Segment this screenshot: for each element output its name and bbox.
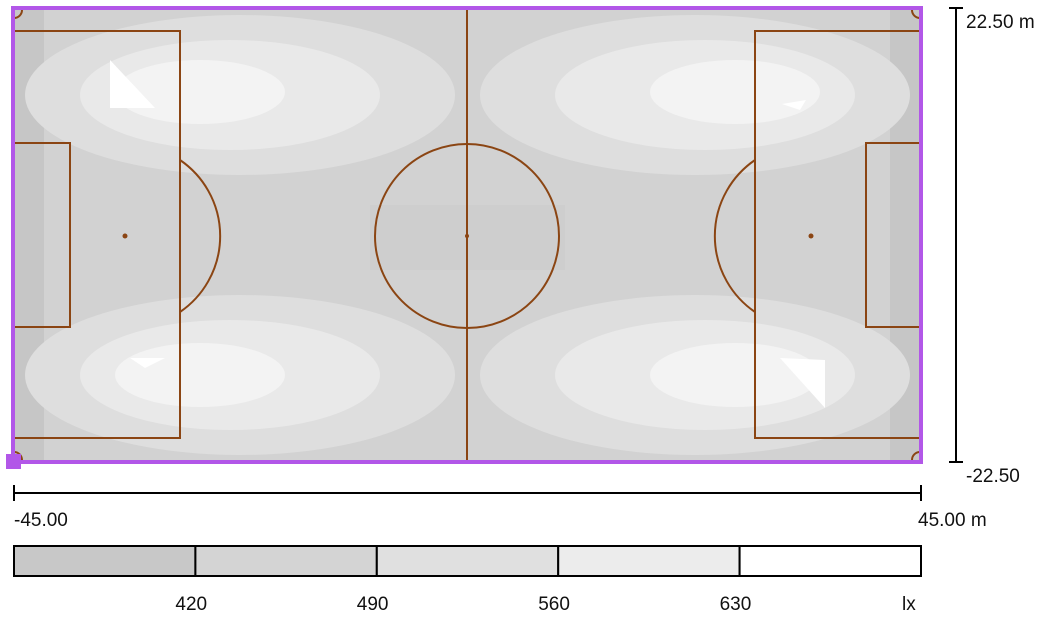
legend-tick-label: 560 bbox=[538, 594, 570, 615]
legend-band bbox=[13, 545, 197, 577]
contour-peak-bl bbox=[130, 358, 165, 368]
y-axis-top-label: 22.50 m bbox=[966, 12, 1035, 33]
x-dimension-axis bbox=[13, 485, 922, 501]
penalty-spot-left bbox=[122, 233, 128, 239]
legend-band bbox=[375, 545, 560, 577]
contour-peak-tr bbox=[782, 100, 806, 110]
penalty-arc-left bbox=[179, 159, 222, 313]
legend-bar bbox=[13, 545, 922, 577]
contour-tl-bright bbox=[115, 60, 285, 124]
contour-tr-bright bbox=[650, 60, 820, 124]
x-axis-right-label: 45.00 m bbox=[918, 510, 987, 531]
legend-band bbox=[738, 545, 922, 577]
center-circle bbox=[374, 143, 560, 329]
contour-peak-tl bbox=[110, 60, 155, 108]
x-axis-left-label: -45.00 bbox=[14, 510, 68, 531]
legend-unit-label: lx bbox=[902, 594, 916, 615]
y-axis-bottom-label: -22.50 bbox=[966, 466, 1020, 487]
legend-band bbox=[194, 545, 378, 577]
contour-bl-bright bbox=[115, 343, 285, 407]
legend-tick-label: 420 bbox=[175, 594, 208, 615]
contour-br-bright bbox=[650, 343, 820, 407]
center-spot bbox=[465, 234, 469, 238]
penalty-arc-right bbox=[713, 159, 756, 313]
origin-marker bbox=[6, 454, 21, 469]
legend-bar-border bbox=[13, 545, 922, 577]
legend-tick-label: 630 bbox=[719, 594, 752, 615]
pitch-spots bbox=[122, 233, 814, 239]
penalty-spot-right bbox=[808, 233, 814, 239]
y-dimension-axis bbox=[949, 7, 963, 463]
legend-tick-label: 490 bbox=[356, 594, 389, 615]
legend-band bbox=[557, 545, 741, 577]
contour-peak-br bbox=[780, 358, 825, 408]
field-outline bbox=[11, 6, 923, 464]
